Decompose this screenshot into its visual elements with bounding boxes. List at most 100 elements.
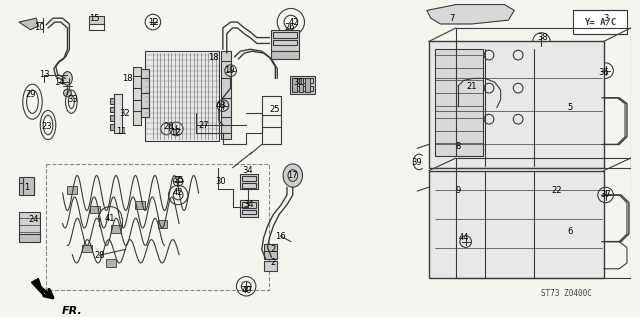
Bar — [158, 220, 168, 228]
Bar — [110, 98, 114, 104]
Text: Y= A/C: Y= A/C — [584, 17, 616, 27]
Text: 44: 44 — [458, 233, 469, 242]
Text: 43: 43 — [216, 101, 226, 110]
Bar — [90, 206, 99, 213]
Bar — [82, 244, 92, 252]
Text: FR.: FR. — [61, 306, 83, 316]
Bar — [243, 210, 256, 214]
Text: 19: 19 — [225, 66, 235, 75]
Text: 18: 18 — [122, 74, 133, 83]
Bar — [243, 202, 256, 208]
Ellipse shape — [63, 89, 71, 97]
Text: 17: 17 — [287, 171, 298, 180]
Text: 28: 28 — [94, 251, 105, 260]
Text: 7: 7 — [449, 14, 455, 23]
Text: 32: 32 — [120, 109, 130, 118]
Text: 12: 12 — [148, 17, 158, 27]
Text: 41: 41 — [105, 214, 115, 223]
Bar — [89, 16, 104, 24]
Text: 35: 35 — [173, 176, 184, 185]
Bar — [271, 51, 299, 59]
Bar — [243, 183, 256, 188]
Text: 30: 30 — [216, 177, 226, 186]
Bar — [134, 67, 141, 125]
Text: 24: 24 — [28, 215, 38, 224]
Bar — [290, 76, 315, 94]
Bar — [435, 49, 483, 156]
Text: 22: 22 — [552, 186, 563, 195]
Text: 33: 33 — [67, 95, 77, 104]
Text: 39: 39 — [411, 158, 422, 167]
Text: ST73 Z0400C: ST73 Z0400C — [541, 289, 592, 298]
Text: 13: 13 — [39, 70, 49, 79]
Text: 6: 6 — [567, 227, 572, 236]
Text: 40: 40 — [242, 286, 252, 295]
Bar — [429, 171, 604, 277]
Text: 1: 1 — [24, 183, 29, 192]
Text: 38: 38 — [537, 33, 548, 42]
Bar — [243, 176, 256, 181]
Bar — [67, 186, 77, 194]
Text: 20: 20 — [163, 122, 173, 132]
Bar — [241, 200, 258, 217]
Bar — [273, 32, 297, 38]
Text: 27: 27 — [198, 120, 209, 130]
Bar — [19, 212, 40, 238]
Polygon shape — [19, 18, 38, 30]
Bar — [292, 78, 297, 92]
Text: 16: 16 — [275, 232, 285, 241]
Ellipse shape — [63, 72, 72, 85]
Text: 8: 8 — [455, 142, 461, 151]
Text: 34: 34 — [244, 200, 255, 209]
Bar — [292, 78, 313, 83]
Polygon shape — [31, 279, 44, 296]
Bar — [106, 259, 116, 267]
Bar — [241, 174, 258, 189]
Bar — [136, 201, 145, 209]
Text: 42: 42 — [289, 17, 299, 27]
Text: 14: 14 — [54, 78, 65, 87]
Bar — [305, 78, 310, 92]
Bar — [110, 107, 114, 113]
Text: 12: 12 — [170, 128, 180, 137]
Text: 5: 5 — [567, 103, 572, 112]
Text: 23: 23 — [42, 122, 52, 132]
Bar — [110, 124, 114, 130]
Text: 18: 18 — [208, 53, 218, 61]
Bar — [221, 51, 230, 139]
Text: 29: 29 — [26, 90, 36, 100]
Text: 37: 37 — [600, 191, 611, 199]
Bar — [271, 30, 299, 51]
Text: 2: 2 — [271, 258, 276, 268]
Bar — [19, 234, 40, 242]
Text: 2: 2 — [271, 245, 276, 254]
Text: 21: 21 — [467, 82, 477, 91]
Text: 34: 34 — [242, 166, 252, 175]
Text: 36: 36 — [598, 68, 609, 77]
Polygon shape — [427, 4, 515, 24]
Text: 9: 9 — [455, 186, 461, 195]
Bar — [292, 86, 313, 91]
Bar — [145, 51, 219, 140]
Bar — [573, 10, 627, 34]
Bar — [141, 69, 149, 117]
Bar — [19, 178, 35, 195]
Bar — [264, 261, 277, 271]
Text: 15: 15 — [90, 14, 100, 23]
Text: 42: 42 — [173, 188, 184, 197]
Text: 25: 25 — [269, 105, 280, 114]
Bar — [264, 243, 277, 259]
Bar — [110, 115, 114, 121]
Text: 31: 31 — [293, 78, 304, 87]
Bar — [429, 42, 604, 168]
Bar — [299, 78, 303, 92]
Bar — [111, 225, 121, 233]
Ellipse shape — [283, 164, 303, 187]
Text: 10: 10 — [34, 23, 45, 32]
Bar — [114, 94, 122, 133]
Bar — [273, 40, 297, 45]
Text: 3: 3 — [603, 14, 608, 23]
Bar — [46, 164, 269, 290]
Text: 26: 26 — [285, 23, 295, 32]
Text: 11: 11 — [116, 127, 126, 136]
